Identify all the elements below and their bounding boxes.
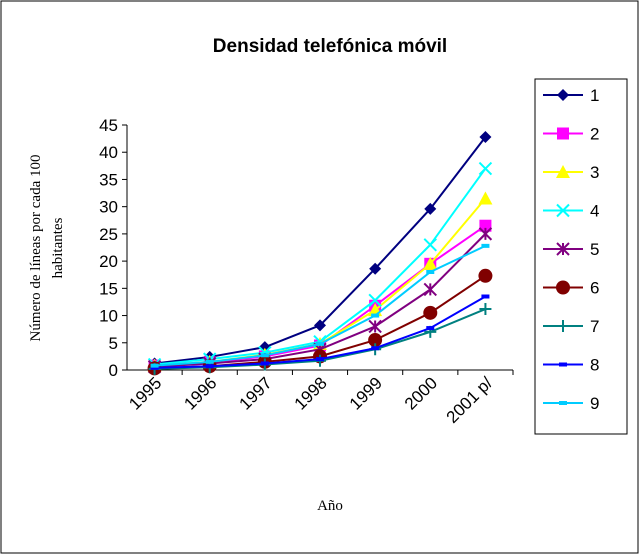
y-axis-label-line: Número de líneas por cada 100 <box>28 154 44 341</box>
marker <box>478 161 493 176</box>
marker <box>371 346 380 351</box>
y-tick-label: 0 <box>109 361 118 380</box>
legend-label: 6 <box>590 279 599 298</box>
marker <box>205 364 214 369</box>
y-tick-label: 15 <box>99 279 118 298</box>
marker <box>423 238 437 252</box>
marker <box>556 165 570 178</box>
marker <box>478 191 493 205</box>
marker <box>556 280 570 295</box>
marker <box>481 243 490 248</box>
marker <box>478 227 493 241</box>
legend-label: 5 <box>590 240 599 259</box>
marker <box>479 130 492 143</box>
marker <box>260 361 269 366</box>
legend-label: 3 <box>590 163 599 182</box>
marker <box>368 333 383 348</box>
marker <box>316 357 324 362</box>
marker <box>557 89 569 101</box>
legend-label: 2 <box>590 125 599 144</box>
y-tick-label: 45 <box>99 116 118 135</box>
y-tick-label: 20 <box>99 252 118 271</box>
marker <box>314 319 326 332</box>
legend <box>534 78 628 435</box>
marker <box>423 256 438 270</box>
legend-label: 9 <box>590 394 599 413</box>
marker <box>368 293 382 308</box>
marker <box>557 320 569 332</box>
marker <box>478 268 493 283</box>
y-tick-label: 30 <box>99 198 118 217</box>
marker <box>426 326 435 331</box>
marker <box>557 127 569 140</box>
marker <box>559 362 567 367</box>
marker <box>150 365 159 370</box>
marker <box>556 242 570 256</box>
y-tick-label: 35 <box>99 170 118 189</box>
marker <box>479 303 492 316</box>
marker <box>260 353 269 358</box>
marker <box>369 262 382 275</box>
y-tick-label: 40 <box>99 143 118 162</box>
marker <box>556 203 570 218</box>
marker <box>481 294 490 299</box>
legend-label: 7 <box>590 317 599 336</box>
y-axis-label-line: habitantes <box>50 217 66 278</box>
legend-label: 1 <box>590 86 599 105</box>
marker <box>150 363 159 368</box>
legend-label: 8 <box>590 356 599 375</box>
marker <box>368 319 382 334</box>
marker <box>205 359 214 364</box>
chart-title: Densidad telefónica móvil <box>213 36 447 57</box>
x-axis-label: Año <box>317 498 343 514</box>
marker <box>426 270 435 274</box>
y-tick-label: 25 <box>99 225 118 244</box>
marker <box>559 401 567 405</box>
y-tick-label: 5 <box>109 334 118 353</box>
legend-label: 4 <box>590 202 599 221</box>
marker <box>316 341 324 346</box>
marker <box>423 305 438 320</box>
marker <box>424 202 437 215</box>
y-tick-label: 10 <box>99 307 118 326</box>
marker <box>479 219 492 232</box>
marker <box>371 313 380 318</box>
y-axis-label: Número de líneas por cada 100 habitantes <box>28 154 66 341</box>
marker <box>423 282 437 297</box>
